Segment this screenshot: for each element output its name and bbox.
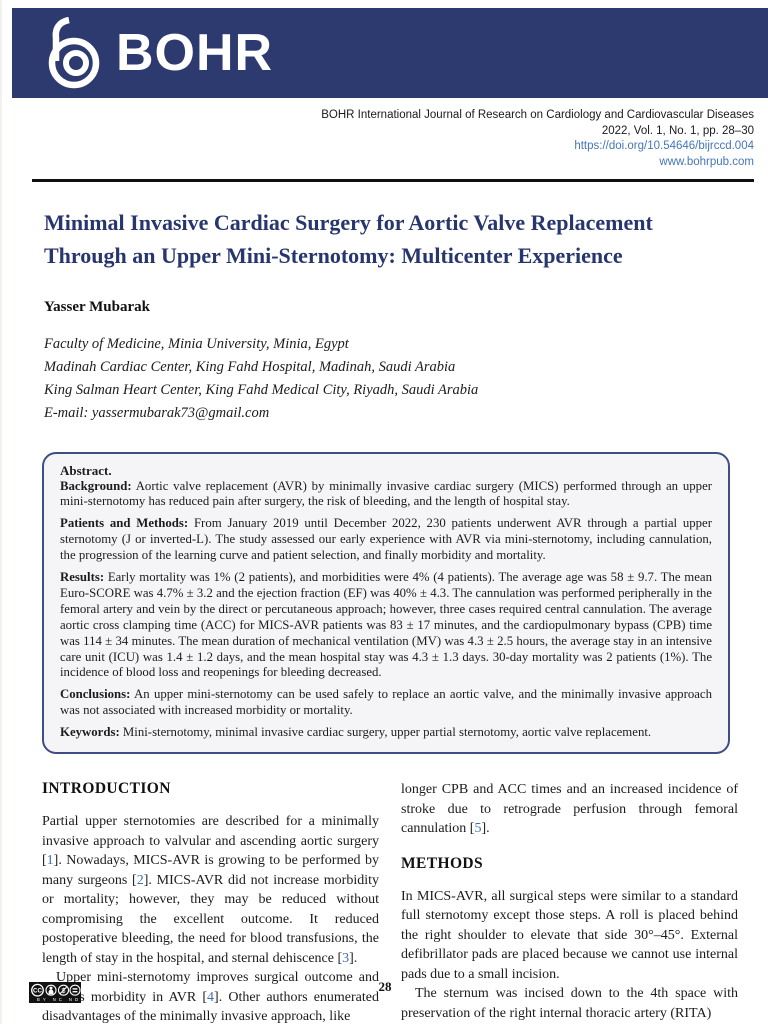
abstract-box: Abstract. Background: Aortic valve repla… — [42, 451, 730, 755]
citation-ref[interactable]: 1 — [46, 853, 54, 869]
section-label: Patients and Methods: — [60, 516, 189, 531]
bohr-spiral-b-icon — [48, 17, 100, 89]
svg-text:$: $ — [62, 988, 66, 995]
license-labels-text: BY NC ND — [37, 997, 81, 1002]
paragraph: Upper mini-sternotomy improves surgical … — [42, 970, 379, 1024]
doi-link[interactable]: https://doi.org/10.54646/bijrccd.004 — [574, 140, 754, 152]
publisher-banner: BOHR — [12, 8, 768, 98]
paragraph: The sternum was incised down to the 4th … — [401, 986, 738, 1021]
left-column: INTRODUCTION Partial upper sternotomies a… — [42, 780, 379, 1024]
author-name: Yasser Mubarak — [44, 298, 150, 315]
affiliation-line: Madinah Cardiac Center, King Fahd Hospit… — [44, 358, 456, 375]
abstract-section-results: Results: Early mortality was 1% (2 patie… — [60, 570, 712, 681]
article-body: INTRODUCTION Partial upper sternotomies a… — [42, 780, 738, 1024]
section-text: An upper mini-sternotomy can be used saf… — [60, 687, 712, 718]
citation-ref[interactable]: 2 — [136, 872, 144, 888]
bohr-logo-text: BOHR — [116, 24, 274, 82]
citation-ref[interactable]: 3 — [342, 950, 350, 966]
citation-ref[interactable]: 4 — [207, 989, 215, 1005]
abstract-section-conclusions: Conclusions: An upper mini-sternotomy ca… — [60, 687, 712, 719]
section-heading: METHODS — [401, 854, 484, 872]
section-heading: INTRODUCTION — [42, 780, 171, 798]
section-text: Early mortality was 1% (2 patients), and… — [60, 570, 712, 680]
abstract-heading: Abstract. — [60, 462, 112, 478]
paragraph: In MICS-AVR, all surgical steps were sim… — [401, 888, 738, 982]
page-number: 28 — [378, 979, 392, 994]
citation-ref[interactable]: 5 — [474, 821, 482, 837]
svg-text:CC: CC — [33, 988, 42, 995]
author-email: E-mail: yassermubarak73@gmail.com — [44, 404, 270, 421]
affiliation-line: King Salman Heart Center, King Fahd Medi… — [44, 381, 479, 398]
affiliation-line: Faculty of Medicine, Minia University, M… — [44, 335, 349, 352]
section-label: Results: — [60, 570, 105, 585]
bohr-logo: BOHR — [42, 17, 273, 89]
section-label: Background: — [60, 478, 132, 493]
website-link[interactable]: www.bohrpub.com — [659, 155, 754, 168]
section-text: Mini-sternotomy, minimal invasive cardia… — [122, 725, 652, 740]
section-label: Keywords: — [60, 725, 120, 740]
section-text: From January 2019 until December 2022, 2… — [60, 516, 712, 563]
issue-info: 2022, Vol. 1, No. 1, pp. 28–30 — [601, 124, 754, 137]
article-title: Minimal Invasive Cardiac Surgery for Aor… — [44, 209, 653, 268]
header-divider — [32, 179, 754, 182]
abstract-section-keywords: Keywords: Mini-sternotomy, minimal invas… — [60, 725, 712, 741]
journal-name: BOHR International Journal of Research o… — [321, 109, 754, 121]
affiliations: Faculty of Medicine, Minia University, M… — [44, 333, 768, 425]
abstract-section-methods: Patients and Methods: From January 2019 … — [60, 516, 712, 564]
section-label: Conclusions: — [60, 687, 131, 702]
abstract-section-background: Background: Aortic valve replacement (AV… — [60, 479, 712, 511]
section-text: Aortic valve replacement (AVR) by minima… — [60, 478, 713, 509]
right-column: longer CPB and ACC times and an increase… — [401, 780, 738, 1024]
paragraph: Partial upper sternotomies are described… — [42, 814, 379, 966]
journal-header-info: BOHR International Journal of Research o… — [2, 108, 754, 170]
cc-license-badge[interactable]: CC $ BY NC ND — [29, 982, 81, 1008]
cc-by-nc-nd-icon: CC $ BY NC ND — [29, 982, 81, 1003]
paragraph: longer CPB and ACC times and an increase… — [401, 782, 738, 837]
